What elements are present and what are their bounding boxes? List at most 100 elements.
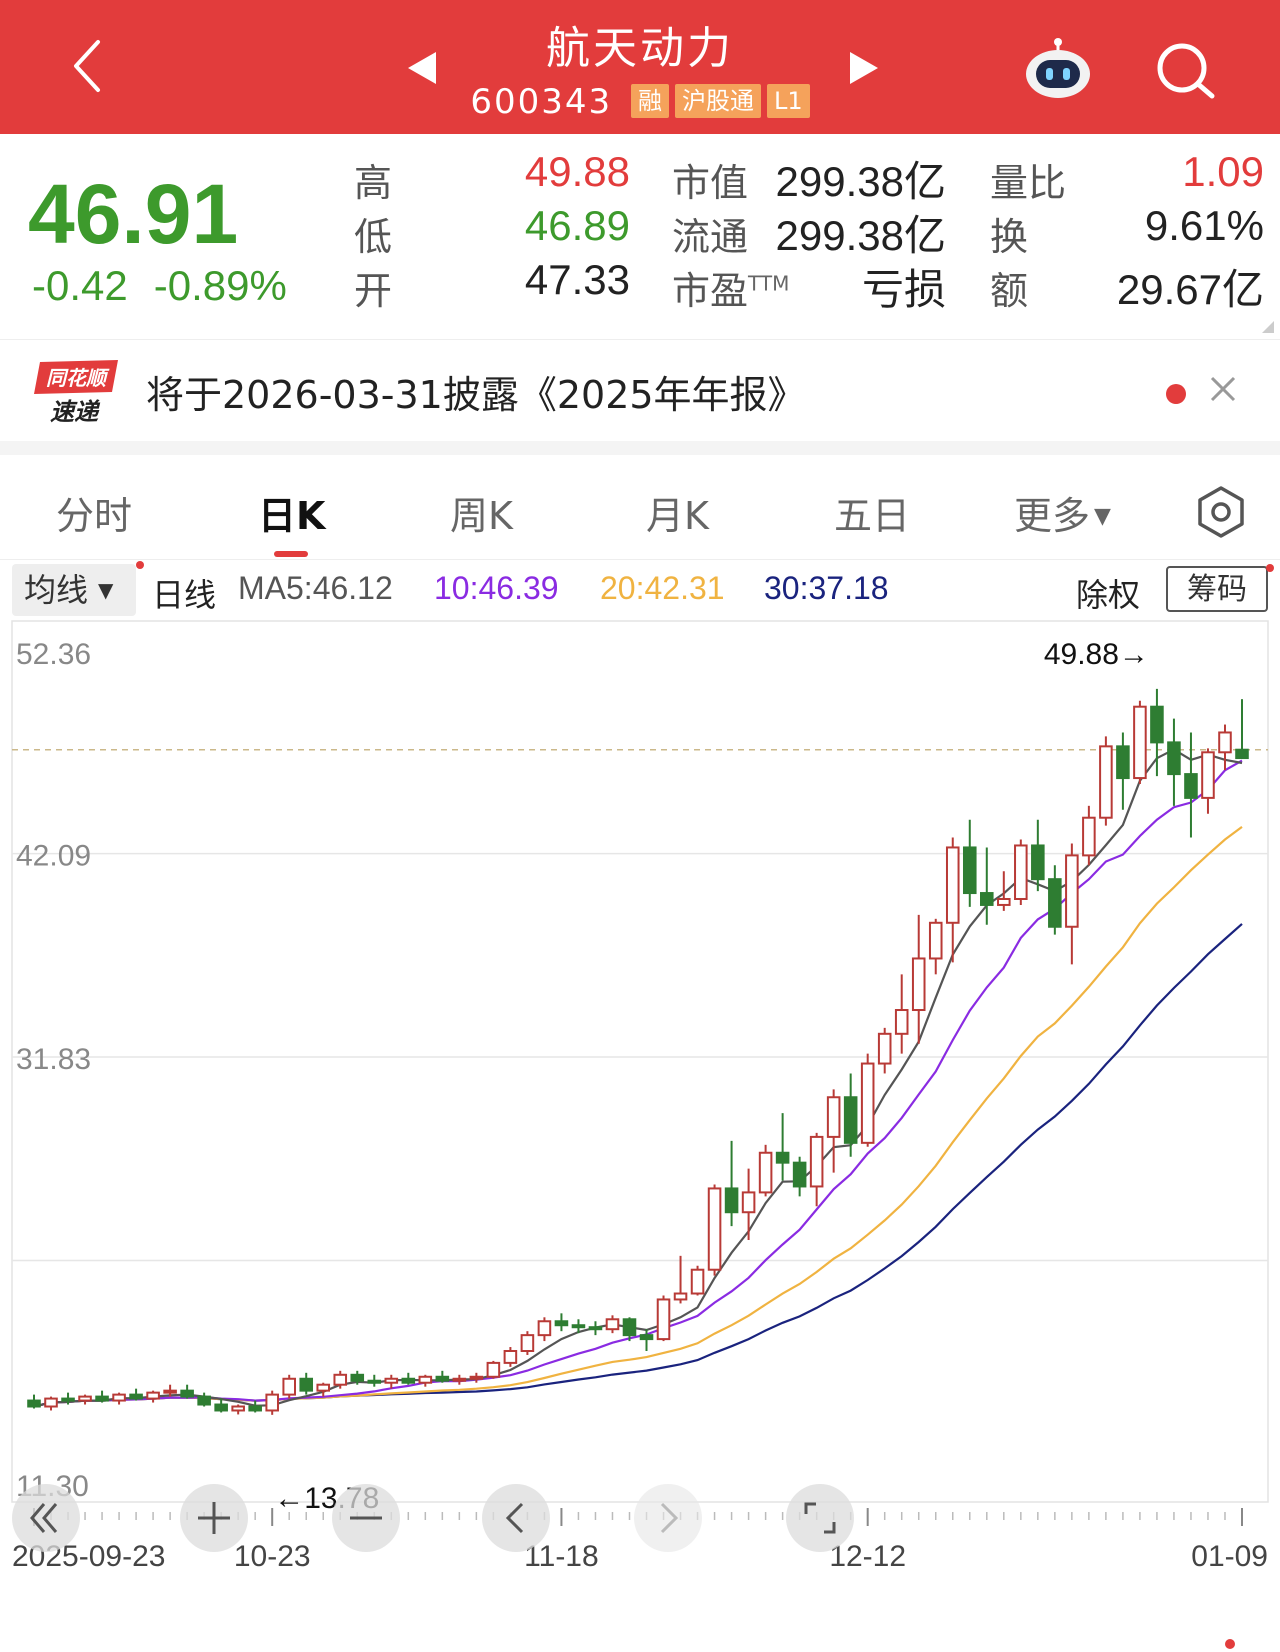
change-value: -0.42 xyxy=(32,262,128,309)
back-arrow-icon[interactable] xyxy=(58,36,118,96)
candle-body xyxy=(928,921,943,960)
moving-average-bar: 均线 ▼ 日线 MA5:46.12 10:46.39 20:42.31 30:37… xyxy=(0,560,1280,620)
expand-corner-icon[interactable] xyxy=(1262,321,1274,333)
tab-weekly-k[interactable]: 周K xyxy=(450,494,513,538)
candle-body xyxy=(724,1187,739,1214)
x-tick-label: 10-23 xyxy=(234,1540,311,1573)
tab-five-day[interactable]: 五日 xyxy=(834,494,911,538)
float-cap-label: 流通 xyxy=(672,215,749,259)
candle-body xyxy=(163,1389,177,1394)
candle-body xyxy=(95,1395,109,1402)
x-tick-label: 01-09 xyxy=(1191,1540,1268,1573)
candle-body xyxy=(435,1375,450,1382)
turnover-label: 换 xyxy=(990,215,1029,259)
candle-body xyxy=(1082,816,1096,857)
candle-body xyxy=(197,1395,211,1406)
candle-body xyxy=(1201,751,1215,799)
candle-body xyxy=(61,1397,75,1402)
tab-daily-k[interactable]: 日K xyxy=(258,494,326,538)
search-icon[interactable] xyxy=(1154,40,1220,100)
candle-body xyxy=(1065,854,1079,928)
scroll-to-start-button[interactable] xyxy=(12,1484,80,1552)
candle-body xyxy=(656,1298,671,1341)
top-bar: 航天动力 600343 融沪股通 L1 xyxy=(0,0,1280,134)
pe-ttm-sup: TTM xyxy=(748,271,790,296)
ma10-value: 10:46.39 xyxy=(434,570,559,606)
news-banner[interactable]: 同花顺 速递 将于2026-03-31披露《2025年年报》 xyxy=(0,339,1280,442)
candle-body xyxy=(367,1379,382,1384)
candle-body xyxy=(911,957,926,1012)
news-text[interactable]: 将于2026-03-31披露《2025年年报》 xyxy=(146,373,806,417)
next-stock-icon[interactable] xyxy=(846,48,882,88)
logo-text-top: 同花顺 xyxy=(46,366,110,390)
plus-icon xyxy=(198,1502,230,1534)
candle-body xyxy=(1099,745,1113,819)
fullscreen-button[interactable] xyxy=(786,1484,854,1552)
stock-code: 600343 xyxy=(470,82,613,122)
open-value: 47.33 xyxy=(524,256,630,303)
amount-value: 29.67亿 xyxy=(1116,266,1264,313)
adjust-toggle[interactable]: 除权 xyxy=(1076,577,1141,613)
candle-body xyxy=(605,1318,620,1331)
candle-body xyxy=(1133,705,1147,780)
candle-body xyxy=(1184,773,1198,799)
zoom-out-button[interactable] xyxy=(332,1484,400,1552)
y-tick-label: 52.36 xyxy=(16,638,91,671)
badge-level: L1 xyxy=(766,84,810,118)
stock-code-row: 600343 融沪股通 L1 xyxy=(0,82,1280,122)
candle-body xyxy=(775,1151,790,1164)
low-value: 46.89 xyxy=(524,202,630,249)
candle-body xyxy=(486,1361,501,1378)
candle-body xyxy=(792,1161,807,1188)
tab-monthly-k[interactable]: 月K xyxy=(646,494,709,538)
ma5-line xyxy=(33,748,1243,1408)
indicator-selector[interactable]: 均线 ▼ xyxy=(12,564,136,616)
candle-body xyxy=(673,1292,688,1301)
candle-body xyxy=(27,1399,41,1408)
candle-body xyxy=(962,846,977,895)
tab-intraday[interactable]: 分时 xyxy=(56,494,133,538)
open-label: 开 xyxy=(354,269,393,313)
scroll-right-button[interactable] xyxy=(634,1484,702,1552)
stock-name: 航天动力 xyxy=(546,23,734,74)
candle-body xyxy=(248,1405,262,1412)
high-value: 49.88 xyxy=(524,148,630,195)
candle-body xyxy=(469,1375,484,1380)
candle-body xyxy=(826,1096,841,1138)
candle-body xyxy=(622,1318,637,1337)
candle-body xyxy=(980,892,994,906)
chevron-left-icon xyxy=(505,1502,524,1534)
scroll-left-button[interactable] xyxy=(482,1484,550,1552)
pe-label: 市盈TTM xyxy=(672,269,790,313)
zoom-in-button[interactable] xyxy=(180,1484,248,1552)
selector-caret-icon: ▼ xyxy=(98,578,114,602)
candle-body xyxy=(809,1135,824,1188)
minus-icon xyxy=(350,1516,382,1520)
candle-body xyxy=(1014,844,1028,900)
amount-label: 额 xyxy=(990,269,1029,313)
market-cap-value: 299.38亿 xyxy=(775,158,946,205)
red-dot-marker xyxy=(136,561,144,569)
current-position-dot xyxy=(1225,1639,1235,1649)
candle-body xyxy=(1150,705,1164,744)
robot-assistant-icon[interactable] xyxy=(1022,36,1094,100)
previous-stock-icon[interactable] xyxy=(404,48,440,88)
candle-body xyxy=(1167,741,1181,776)
ma20-value: 20:42.31 xyxy=(600,570,725,606)
candle-body xyxy=(78,1395,92,1402)
candle-body xyxy=(112,1393,126,1402)
close-icon[interactable] xyxy=(1206,372,1240,406)
candle-body xyxy=(945,846,960,924)
tab-more[interactable]: 更多 ▼ xyxy=(1014,494,1111,538)
candle-body xyxy=(639,1334,654,1341)
candle-body xyxy=(1048,878,1062,928)
candle-body xyxy=(860,1062,875,1144)
candle-body xyxy=(180,1389,194,1398)
badge-margin: 融 xyxy=(630,84,669,118)
settings-gear-icon[interactable] xyxy=(1194,485,1248,539)
chips-button[interactable]: 筹码 xyxy=(1166,566,1268,612)
x-tick-label: 11-18 xyxy=(524,1540,599,1573)
max-price-label: 49.88→ xyxy=(1044,638,1149,671)
candle-body xyxy=(384,1377,399,1384)
pe-value: 亏损 xyxy=(861,266,946,313)
